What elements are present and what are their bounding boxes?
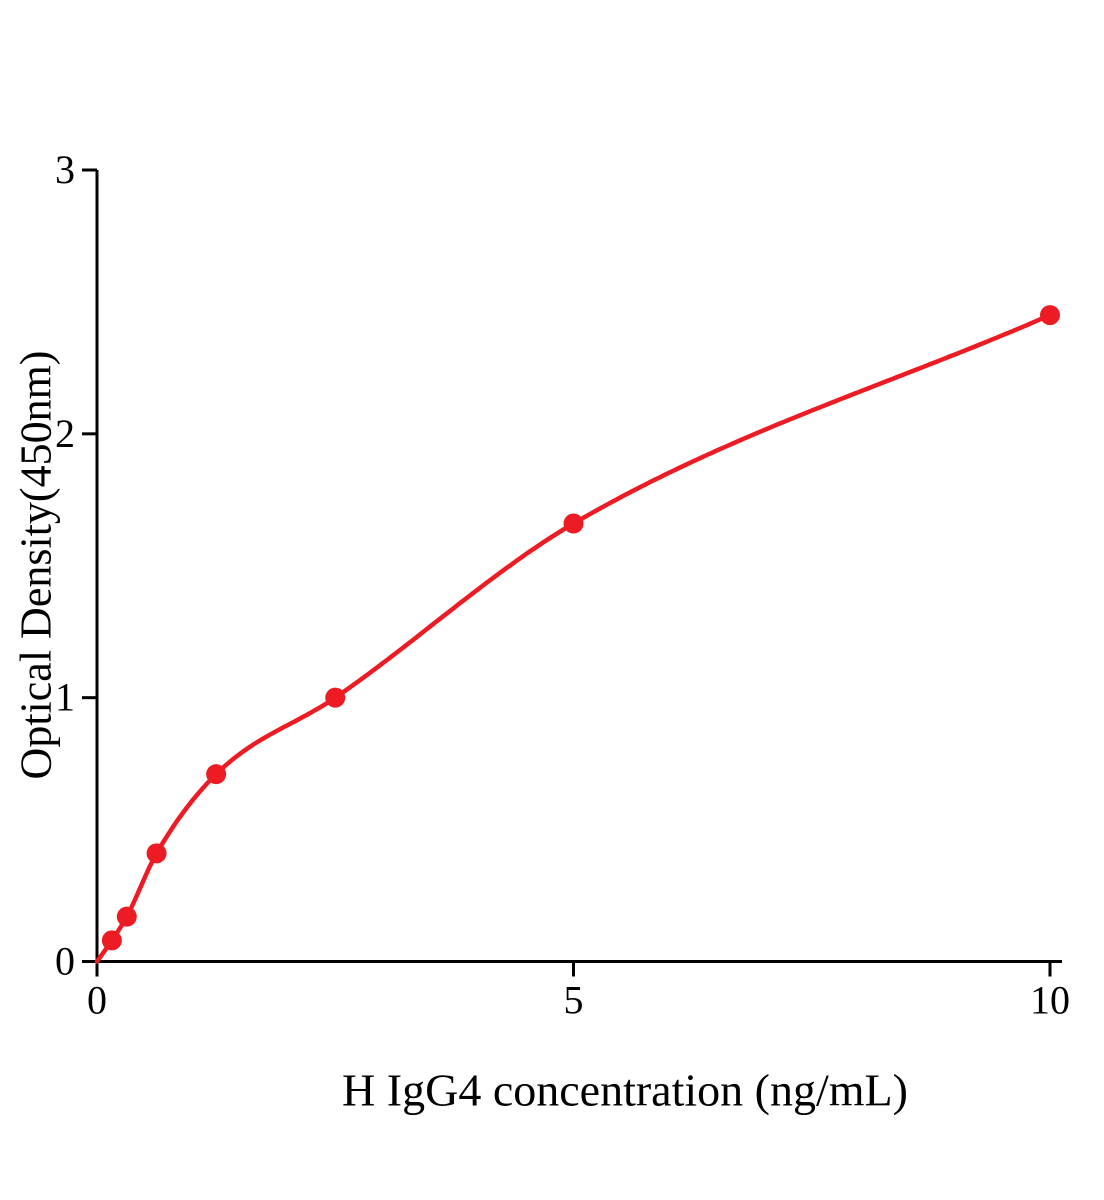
fit-curve <box>94 312 1053 964</box>
data-point <box>1040 305 1060 326</box>
y-tick-label: 3 <box>55 147 75 192</box>
data-point <box>146 843 167 864</box>
x-tick-label: 10 <box>1030 978 1070 1023</box>
x-tick-label: 5 <box>564 978 584 1023</box>
data-point <box>116 906 137 927</box>
x-axis-title: H IgG4 concentration (ng/mL) <box>342 1064 908 1116</box>
data-point <box>325 687 346 708</box>
data-point <box>206 764 227 785</box>
y-tick-label: 2 <box>55 411 75 456</box>
data-point <box>101 930 122 951</box>
y-tick-label: 1 <box>55 675 75 720</box>
y-tick-label: 0 <box>55 939 75 984</box>
x-tick-label: 0 <box>87 978 107 1023</box>
data-point <box>563 513 584 534</box>
y-axis-title: Optical Density(450nm) <box>11 350 61 780</box>
